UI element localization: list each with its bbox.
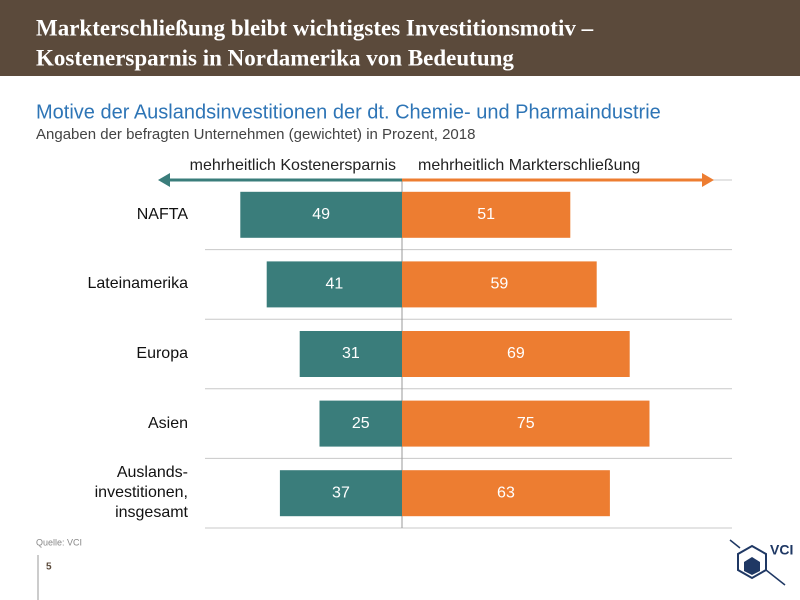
bar: [240, 191, 402, 238]
logo-text: VCI: [770, 542, 793, 558]
category-label: Europa: [136, 345, 188, 362]
bar: [402, 331, 630, 377]
bar: [402, 470, 610, 517]
legend-arrow-head: [702, 173, 714, 187]
chart-title: Motive der Auslandsinvestitionen der dt.…: [36, 101, 661, 123]
value-label: 41: [325, 276, 343, 293]
value-label: 63: [497, 484, 515, 501]
category-label: Asien: [147, 414, 188, 432]
bar: [266, 261, 402, 308]
chart-subtitle: Angaben der befragten Unternehmen (gewic…: [36, 126, 475, 143]
value-label: 59: [490, 276, 508, 293]
legend-label: mehrheitlich Kostenersparnis: [190, 157, 396, 174]
logo: VCI: [729, 539, 793, 586]
category-label: Auslands- investitionen, insgesamt: [94, 464, 188, 522]
bar: [402, 261, 597, 308]
bar: [319, 400, 402, 447]
page-number: 5: [46, 562, 52, 573]
bar: [279, 470, 402, 517]
category-label: Lateinamerika: [87, 275, 189, 293]
value-label: 75: [517, 415, 535, 432]
value-label: 31: [342, 345, 360, 362]
value-label: 25: [352, 415, 370, 432]
source: Quelle: VCI: [36, 537, 82, 547]
legend-arrow-head: [158, 173, 170, 187]
value-label: 37: [332, 484, 350, 501]
value-label: 49: [312, 206, 330, 223]
slide-title: Markterschließung bleibt wichtigstes Inv…: [36, 15, 594, 40]
bar: [402, 400, 650, 447]
bar: [299, 331, 402, 377]
slide-title: Kostenersparnis in Nordamerika von Bedeu…: [36, 45, 514, 70]
category-label: NAFTA: [136, 205, 188, 223]
header-bar: [0, 0, 800, 76]
value-label: 69: [507, 345, 525, 362]
bar: [402, 191, 571, 238]
legend-label: mehrheitlich Markterschließung: [418, 157, 640, 174]
value-label: 51: [477, 206, 495, 223]
